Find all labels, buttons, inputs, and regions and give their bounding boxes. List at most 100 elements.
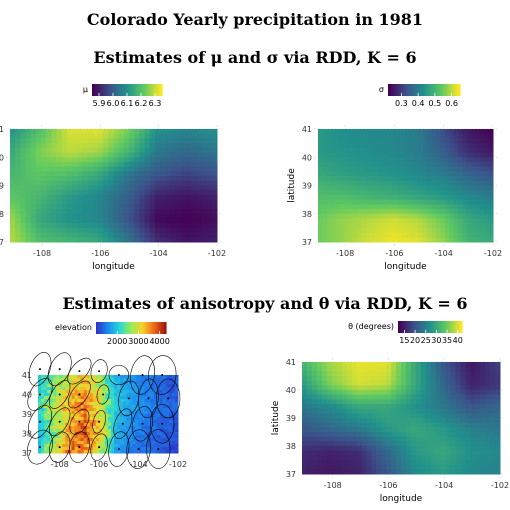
- heatmap-cell: [470, 399, 476, 405]
- heatmap-cell: [326, 194, 332, 201]
- heatmap-cell: [357, 129, 363, 135]
- heatmap-cell: [396, 460, 402, 466]
- heatmap-cell: [460, 469, 466, 475]
- heatmap-cell: [132, 378, 136, 382]
- heatmap-cell: [485, 399, 491, 405]
- heatmap-cell: [165, 129, 171, 135]
- heatmap-cell: [206, 204, 213, 210]
- heatmap-cell: [87, 223, 94, 229]
- heatmap-cell: [381, 460, 387, 466]
- heatmap-cell: [153, 444, 158, 448]
- heatmap-cell: [475, 171, 481, 177]
- heatmap-cell: [341, 441, 348, 447]
- heatmap-cell: [444, 204, 450, 210]
- heatmap-cell: [56, 143, 63, 149]
- heatmap-cell: [462, 157, 468, 163]
- heatmap-cell: [35, 180, 42, 186]
- heatmap-cell: [396, 380, 402, 386]
- heatmap-cell: [15, 180, 21, 186]
- heatmap-cell: [405, 436, 412, 442]
- heatmap-cell: [10, 152, 16, 158]
- heatmap-cell: [427, 147, 433, 154]
- heatmap-cell: [418, 204, 424, 210]
- heatmap-cell: [97, 138, 104, 144]
- heatmap-cell: [108, 171, 114, 177]
- heatmap-cell: [475, 404, 481, 410]
- heatmap-cell: [10, 190, 16, 196]
- heatmap-cell: [65, 384, 69, 388]
- heatmap-cell: [154, 152, 161, 158]
- heatmap-cell: [180, 166, 187, 172]
- heatmap-cell: [445, 371, 451, 377]
- heatmap-cell: [77, 444, 82, 448]
- heatmap-cell: [466, 176, 472, 182]
- heatmap-cell: [44, 432, 48, 436]
- heatmap-cell: [71, 423, 76, 427]
- heatmap-cell: [455, 436, 461, 442]
- heatmap-cell: [185, 232, 192, 238]
- heatmap-cell: [118, 227, 125, 234]
- heatmap-cell: [391, 432, 397, 438]
- heatmap-cell: [66, 152, 73, 158]
- heatmap-cell: [322, 199, 328, 205]
- heatmap-cell: [111, 408, 115, 412]
- heatmap-cell: [41, 237, 47, 243]
- heatmap-cell: [135, 378, 139, 382]
- heatmap-cell: [196, 138, 202, 144]
- heatmap-cell: [149, 213, 156, 219]
- heatmap-cell: [430, 422, 437, 428]
- heatmap-cell: [460, 376, 466, 382]
- heatmap-cell: [455, 362, 461, 368]
- heatmap-cell: [462, 237, 468, 243]
- colorbar-step: [153, 322, 157, 334]
- anisotropy-ellipse: [49, 380, 71, 409]
- heatmap-cell: [123, 390, 127, 394]
- heatmap-cell: [302, 455, 308, 461]
- heatmap-cell: [104, 429, 109, 433]
- heatmap-cell: [154, 232, 161, 238]
- heatmap-cell: [484, 166, 490, 172]
- heatmap-cell: [41, 390, 45, 394]
- heatmap-cell: [444, 161, 450, 168]
- heatmap-cell: [126, 390, 130, 394]
- heatmap-cell: [201, 213, 208, 219]
- heatmap-cell: [370, 194, 376, 201]
- heatmap-cell: [120, 375, 124, 379]
- heatmap-cell: [414, 213, 420, 219]
- heatmap-cell: [59, 426, 63, 430]
- heatmap-cell: [154, 190, 161, 196]
- heatmap-cell: [72, 143, 78, 149]
- heatmap-cell: [180, 143, 187, 149]
- heatmap-cell: [401, 450, 407, 456]
- heatmap-cell: [141, 435, 146, 439]
- heatmap-cell: [98, 375, 103, 379]
- heatmap-cell: [149, 152, 156, 158]
- heatmap-cell: [174, 408, 179, 412]
- heatmap-cell: [120, 417, 124, 421]
- colorbar-step: [120, 322, 123, 334]
- heatmap-cell: [339, 218, 345, 224]
- heatmap-cell: [396, 441, 402, 447]
- heatmap-cell: [211, 152, 218, 158]
- anisotropy-ellipse: [68, 380, 91, 409]
- heatmap-cell: [168, 393, 173, 397]
- heatmap-cell: [162, 444, 167, 448]
- colorbar-step: [95, 84, 98, 96]
- heatmap-cell: [392, 152, 398, 158]
- heatmap-cell: [436, 237, 442, 243]
- heatmap-cell: [423, 147, 428, 154]
- heatmap-cell: [420, 418, 427, 424]
- heatmap-cell: [170, 218, 177, 224]
- heatmap-cell: [41, 227, 47, 234]
- heatmap-cell: [82, 223, 89, 229]
- heatmap-cell: [82, 171, 89, 177]
- heatmap-cell: [322, 129, 328, 135]
- heatmap-cell: [405, 371, 412, 377]
- heatmap-cell: [41, 180, 47, 186]
- heatmap-cell: [92, 218, 99, 224]
- heatmap-cell: [168, 390, 173, 394]
- legend-mu: μ5.9 6.0 6.1 6.2 6.3: [83, 84, 163, 108]
- heatmap-cell: [120, 423, 124, 427]
- heatmap-cell: [20, 176, 27, 182]
